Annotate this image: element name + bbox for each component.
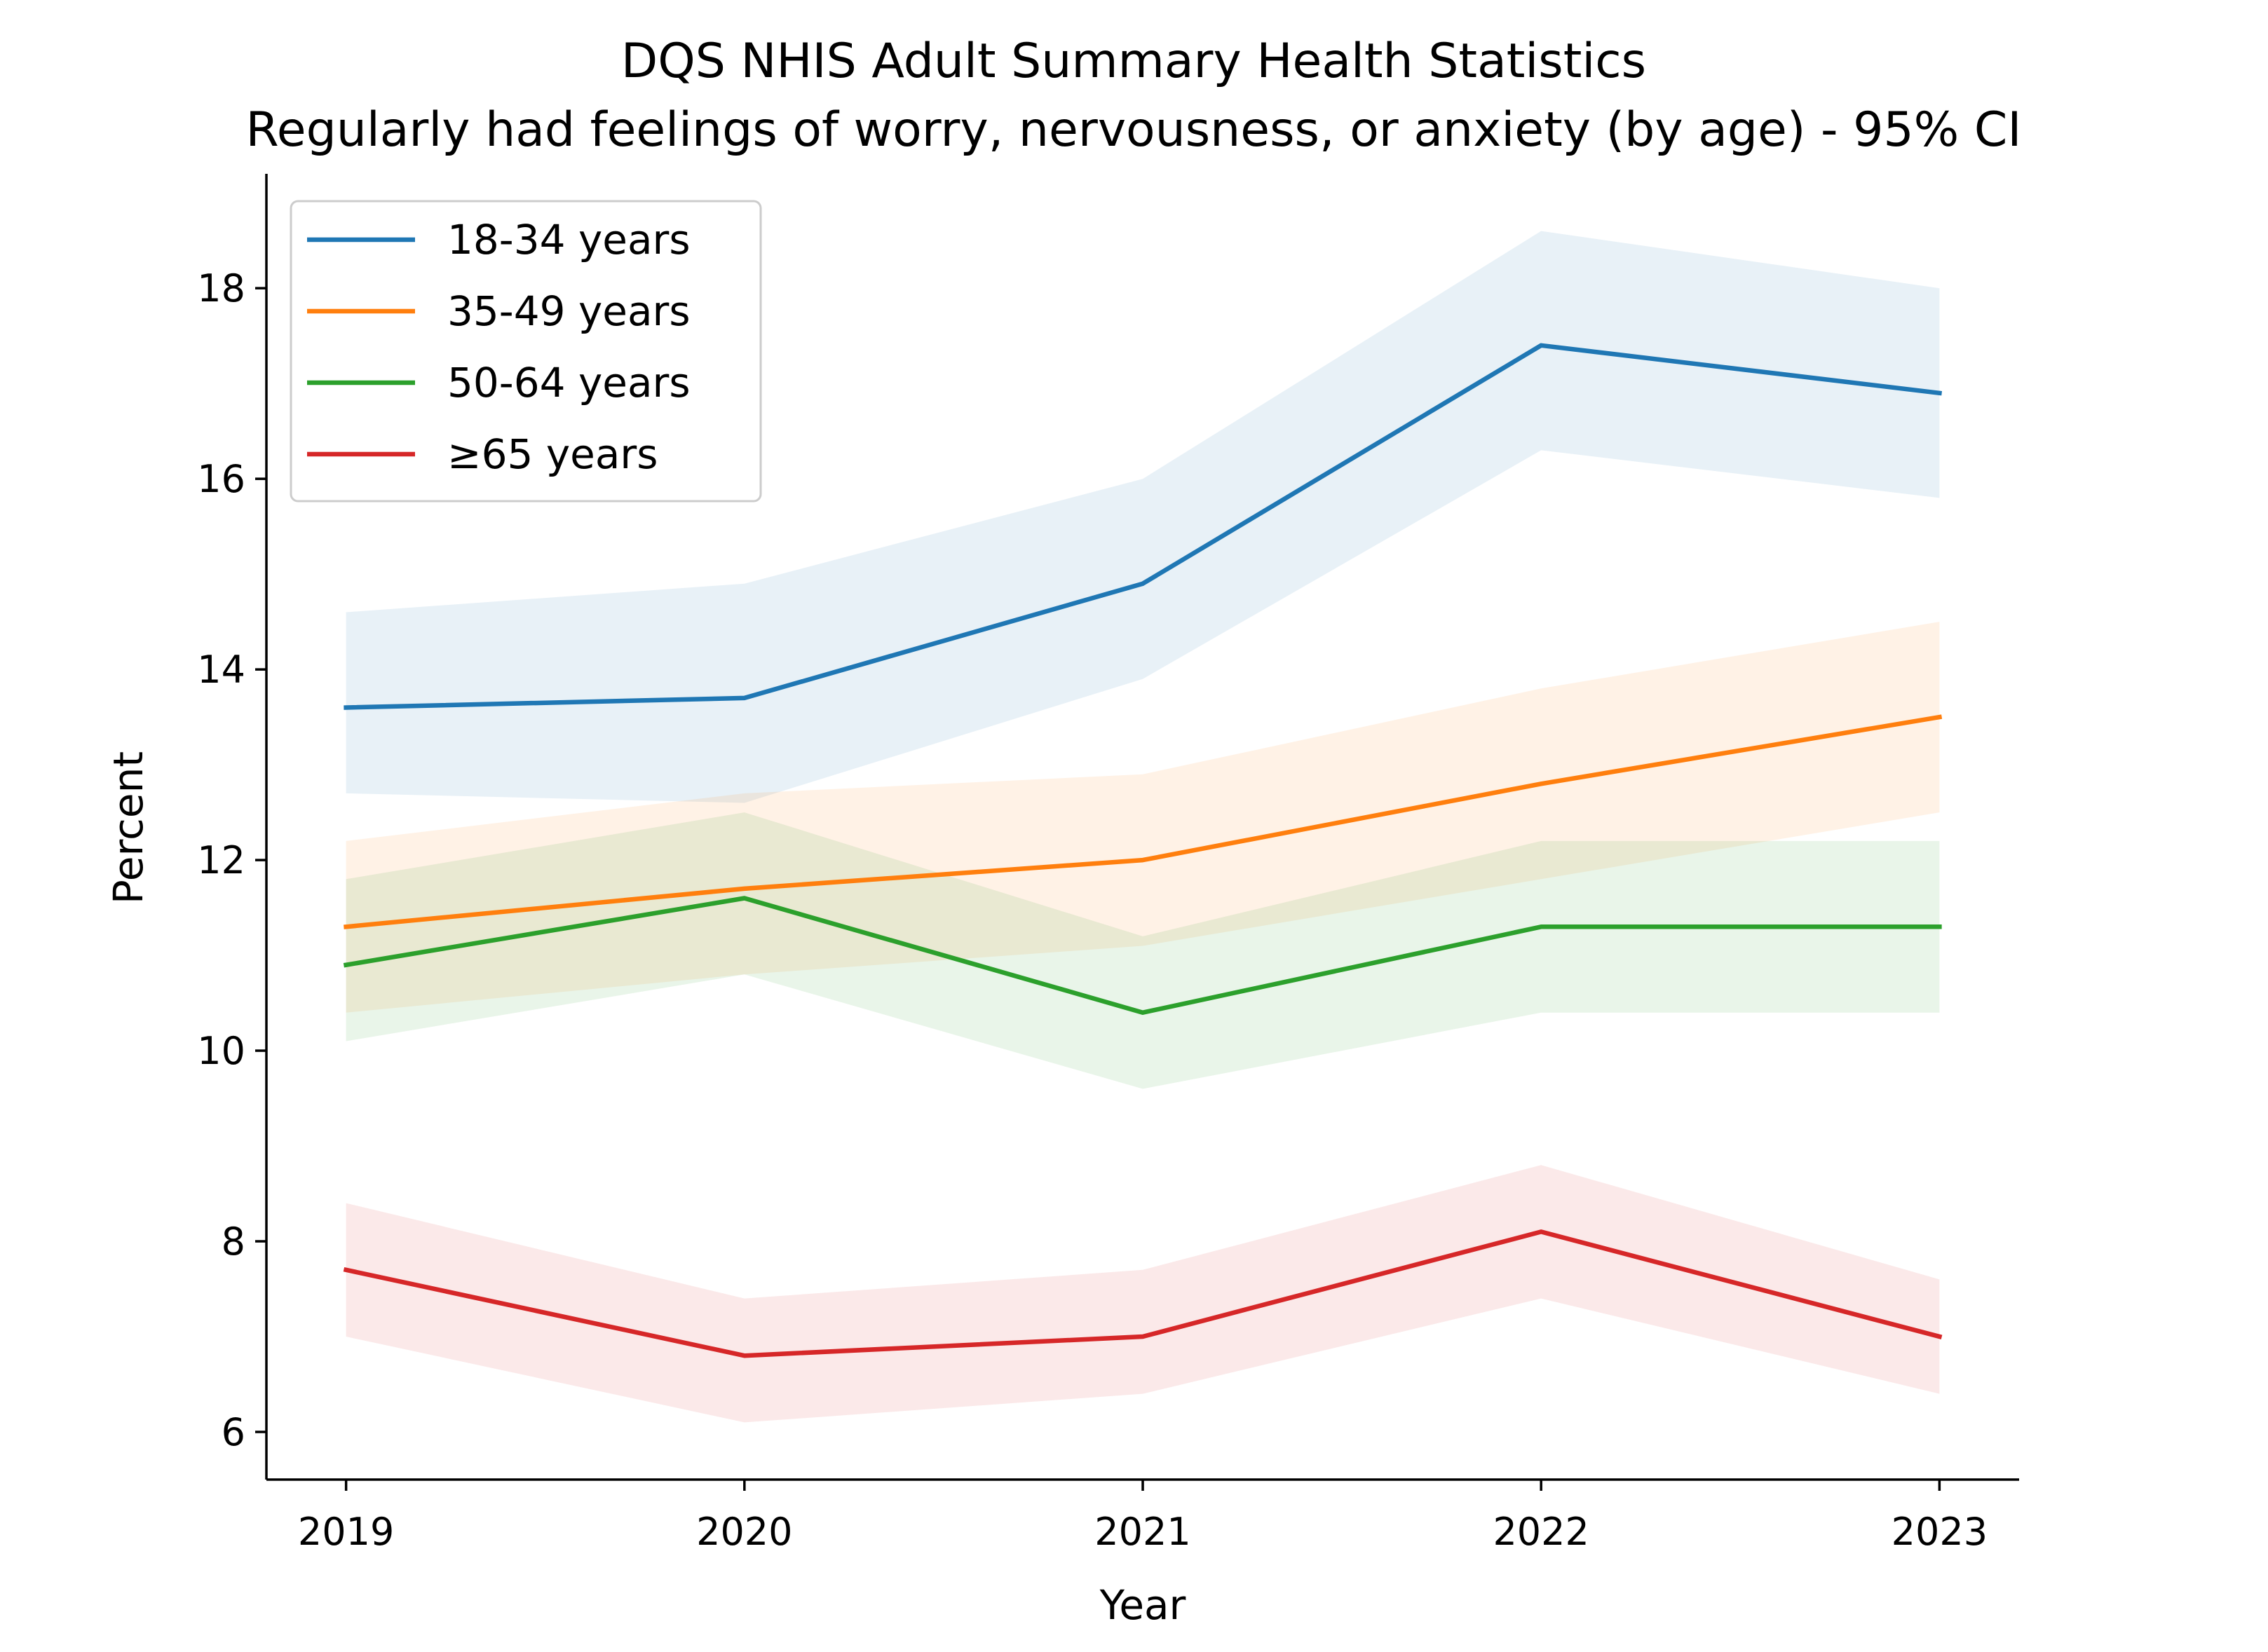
legend-label-series-2: 35-49 years xyxy=(447,287,691,335)
y-tick-label-12: 12 xyxy=(197,838,245,882)
confidence-bands xyxy=(346,231,1940,1423)
x-tick-label-2023: 2023 xyxy=(1892,1510,1988,1554)
data-point-series-4-2019 xyxy=(344,1267,348,1272)
y-tick-label-14: 14 xyxy=(197,648,245,692)
ci-band-series-3 xyxy=(346,812,1940,1089)
legend-label-series-1: 18-34 years xyxy=(447,216,691,264)
chart-subtitle: Regularly had feelings of worry, nervous… xyxy=(246,102,2022,158)
x-tick-label-2020: 2020 xyxy=(696,1510,792,1554)
legend-label-series-4: ≥65 years xyxy=(447,430,658,478)
data-point-series-1-2023 xyxy=(1937,390,1942,395)
chart-title: DQS NHIS Adult Summary Health Statistics xyxy=(621,34,1646,89)
data-point-series-4-2023 xyxy=(1937,1334,1942,1339)
data-point-series-3-2021 xyxy=(1141,1010,1145,1015)
data-point-series-3-2020 xyxy=(742,896,747,901)
legend: 18-34 years 35-49 years 50-64 years ≥65 yea… xyxy=(290,200,762,503)
x-tick-label-2021: 2021 xyxy=(1094,1510,1190,1554)
data-point-series-3-2019 xyxy=(344,962,348,967)
legend-label-series-3: 50-64 years xyxy=(447,359,691,407)
data-point-series-4-2022 xyxy=(1539,1229,1544,1234)
data-point-series-4-2021 xyxy=(1141,1334,1145,1339)
ci-band-series-2 xyxy=(346,622,1940,1013)
data-point-series-1-2021 xyxy=(1141,581,1145,586)
data-point-series-3-2023 xyxy=(1937,924,1942,929)
x-tick-label-2019: 2019 xyxy=(298,1510,394,1554)
y-axis-label: Percent xyxy=(104,751,152,904)
ci-band-series-1 xyxy=(346,231,1940,803)
x-tick-label-2022: 2022 xyxy=(1493,1510,1589,1554)
data-point-series-1-2022 xyxy=(1539,343,1544,348)
data-point-series-4-2020 xyxy=(742,1353,747,1358)
data-point-series-2-2019 xyxy=(344,924,348,929)
x-ticks: 2019 2020 2021 2022 2023 xyxy=(298,1480,1988,1554)
x-axis-label: Year xyxy=(1099,1581,1186,1629)
y-tick-label-10: 10 xyxy=(197,1029,245,1073)
data-point-series-1-2019 xyxy=(344,705,348,710)
y-tick-label-6: 6 xyxy=(222,1410,245,1454)
y-tick-label-8: 8 xyxy=(222,1220,245,1264)
data-point-series-2-2020 xyxy=(742,886,747,891)
y-ticks: 6 8 10 12 14 16 18 xyxy=(197,266,266,1454)
legend-frame xyxy=(290,200,762,503)
data-point-series-2-2022 xyxy=(1539,781,1544,786)
data-point-series-3-2022 xyxy=(1539,924,1544,929)
data-point-series-1-2020 xyxy=(742,695,747,700)
y-tick-label-18: 18 xyxy=(197,266,245,310)
ci-band-series-4 xyxy=(346,1165,1940,1423)
data-point-series-2-2023 xyxy=(1937,715,1942,720)
series-lines xyxy=(343,343,1943,1358)
y-tick-label-16: 16 xyxy=(197,457,245,501)
data-point-series-2-2021 xyxy=(1141,858,1145,863)
